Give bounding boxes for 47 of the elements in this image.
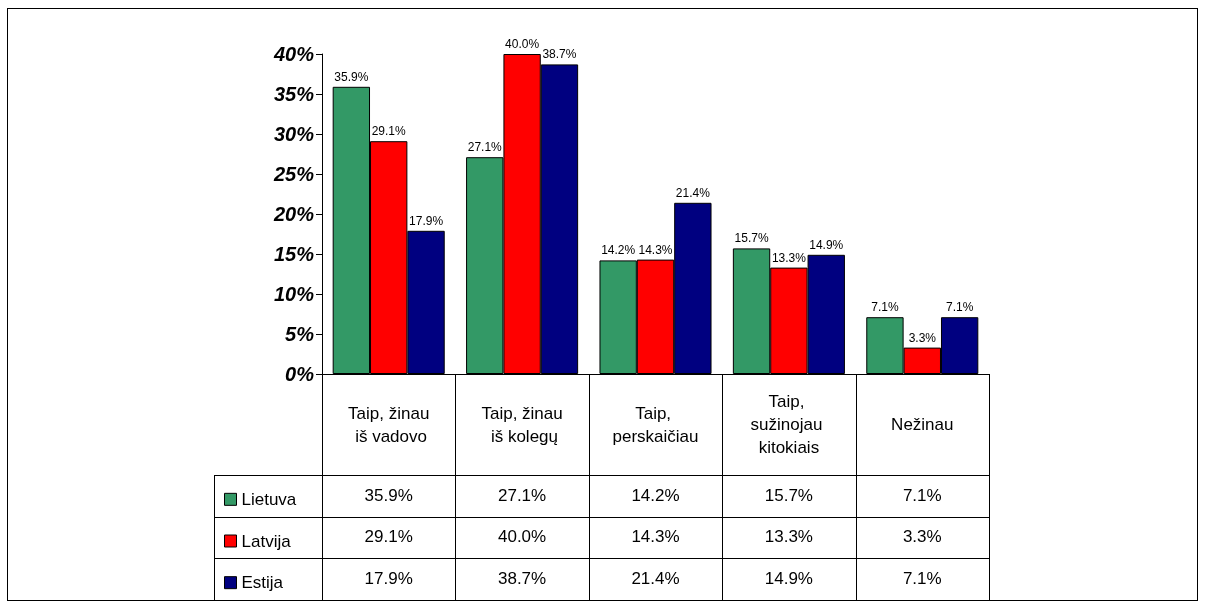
text: 27.1% <box>467 140 502 155</box>
data-label: 14.2% <box>630 484 681 507</box>
text: 17.9% <box>409 213 444 228</box>
y-tick-label: 5% <box>285 323 315 345</box>
y-tick-label: 25% <box>272 163 315 185</box>
data-label: 27.1% <box>497 484 548 507</box>
text: 29.1% <box>371 124 406 139</box>
text: 38.7% <box>542 47 577 62</box>
y-tick-label: 20% <box>272 203 315 225</box>
data-label: 40.0% <box>497 526 548 549</box>
text: 14.3% <box>638 242 673 257</box>
data-label: 38.7% <box>497 568 548 591</box>
x-tick-label: Taip, žinau iš kolegų <box>481 403 563 446</box>
y-tick-label: 30% <box>273 123 315 145</box>
legend-label: Latvija <box>241 531 292 551</box>
data-label: 17.9% <box>363 568 414 591</box>
data-label: 14.9% <box>763 568 814 591</box>
text: 15.7% <box>734 231 769 246</box>
data-label: 13.3% <box>763 526 814 549</box>
text: 14.2% <box>601 243 636 258</box>
x-tick-label: Taip, žinau iš vadovo <box>348 403 430 446</box>
x-tick-label: Taip, perskaičiau <box>612 403 699 446</box>
legend-label: Estija <box>241 573 284 593</box>
data-label: 7.1% <box>901 568 943 591</box>
data-label: 7.1% <box>901 484 943 507</box>
text: 40.0% <box>505 37 540 51</box>
text: 13.3% <box>771 250 806 265</box>
text: 7.1% <box>871 300 899 315</box>
data-label: 35.9% <box>363 484 414 507</box>
data-label: 14.3% <box>630 526 681 549</box>
text: 21.4% <box>675 185 710 200</box>
data-label: 29.1% <box>363 526 414 549</box>
y-tick-label: 0% <box>285 363 315 385</box>
y-tick-label: 35% <box>273 83 315 105</box>
text: 35.9% <box>334 69 369 84</box>
x-tick-label: Taip, sužinojau kitokiais <box>750 392 828 457</box>
text: 3.3% <box>908 330 936 345</box>
x-tick-label: Nežinau <box>891 415 954 434</box>
data-label: 15.7% <box>763 484 814 507</box>
data-label: 21.4% <box>630 568 681 591</box>
legend-label: Lietuva <box>241 489 297 509</box>
data-label: 3.3% <box>901 526 943 549</box>
text: 14.9% <box>809 237 844 252</box>
y-tick-label: 10% <box>273 283 315 305</box>
y-tick-label: 40% <box>272 43 315 65</box>
y-tick-label: 15% <box>273 243 315 265</box>
text: 7.1% <box>945 300 974 315</box>
